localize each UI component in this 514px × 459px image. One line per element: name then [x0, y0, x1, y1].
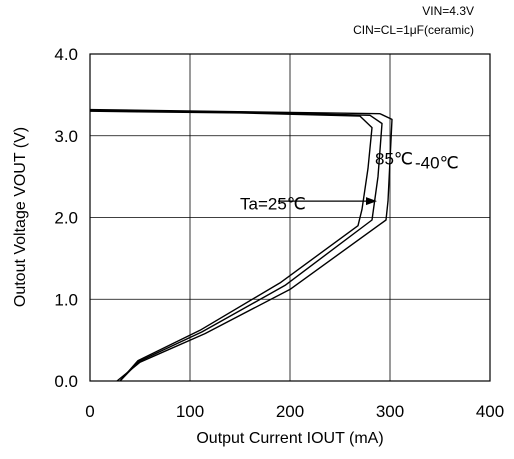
plot-frame [89, 53, 491, 382]
y-tick-label: 3.0 [54, 127, 78, 146]
series-label-0: 85℃ [375, 149, 413, 168]
annotation-layer: 85℃ -40℃ Ta=25℃ [240, 149, 459, 213]
x-tick-label: 0 [85, 402, 94, 421]
x-tick-label: 200 [276, 402, 304, 421]
arrow-head [366, 197, 377, 206]
x-tick-label: 300 [376, 402, 404, 421]
series-line-2 [89, 108, 393, 382]
y-tick-label: 1.0 [54, 290, 78, 309]
y-tick-label: 0.0 [54, 372, 78, 391]
grid [90, 54, 490, 381]
y-tick-label: 4.0 [54, 45, 78, 64]
series-line-0 [89, 110, 373, 382]
y-axis-title: Outout Voltage VOUT (V) [12, 127, 29, 307]
condition-vin: VIN=4.3V [422, 4, 474, 18]
series-label-2: Ta=25℃ [240, 194, 306, 213]
series-label-1: -40℃ [415, 153, 459, 172]
series-line-1 [89, 109, 383, 382]
annotation-arrow [278, 197, 377, 206]
x-axis-title: Output Current IOUT (mA) [196, 430, 383, 447]
series-layer [89, 108, 393, 382]
x-tick-label: 100 [176, 402, 204, 421]
condition-capacitor: CIN=CL=1μF(ceramic) [353, 23, 474, 37]
x-tick-label: 400 [476, 402, 504, 421]
y-tick-label: 2.0 [54, 209, 78, 228]
y-tick-labels: 0.0 1.0 2.0 3.0 4.0 [54, 45, 78, 391]
x-tick-labels: 0 100 200 300 400 [85, 402, 504, 421]
